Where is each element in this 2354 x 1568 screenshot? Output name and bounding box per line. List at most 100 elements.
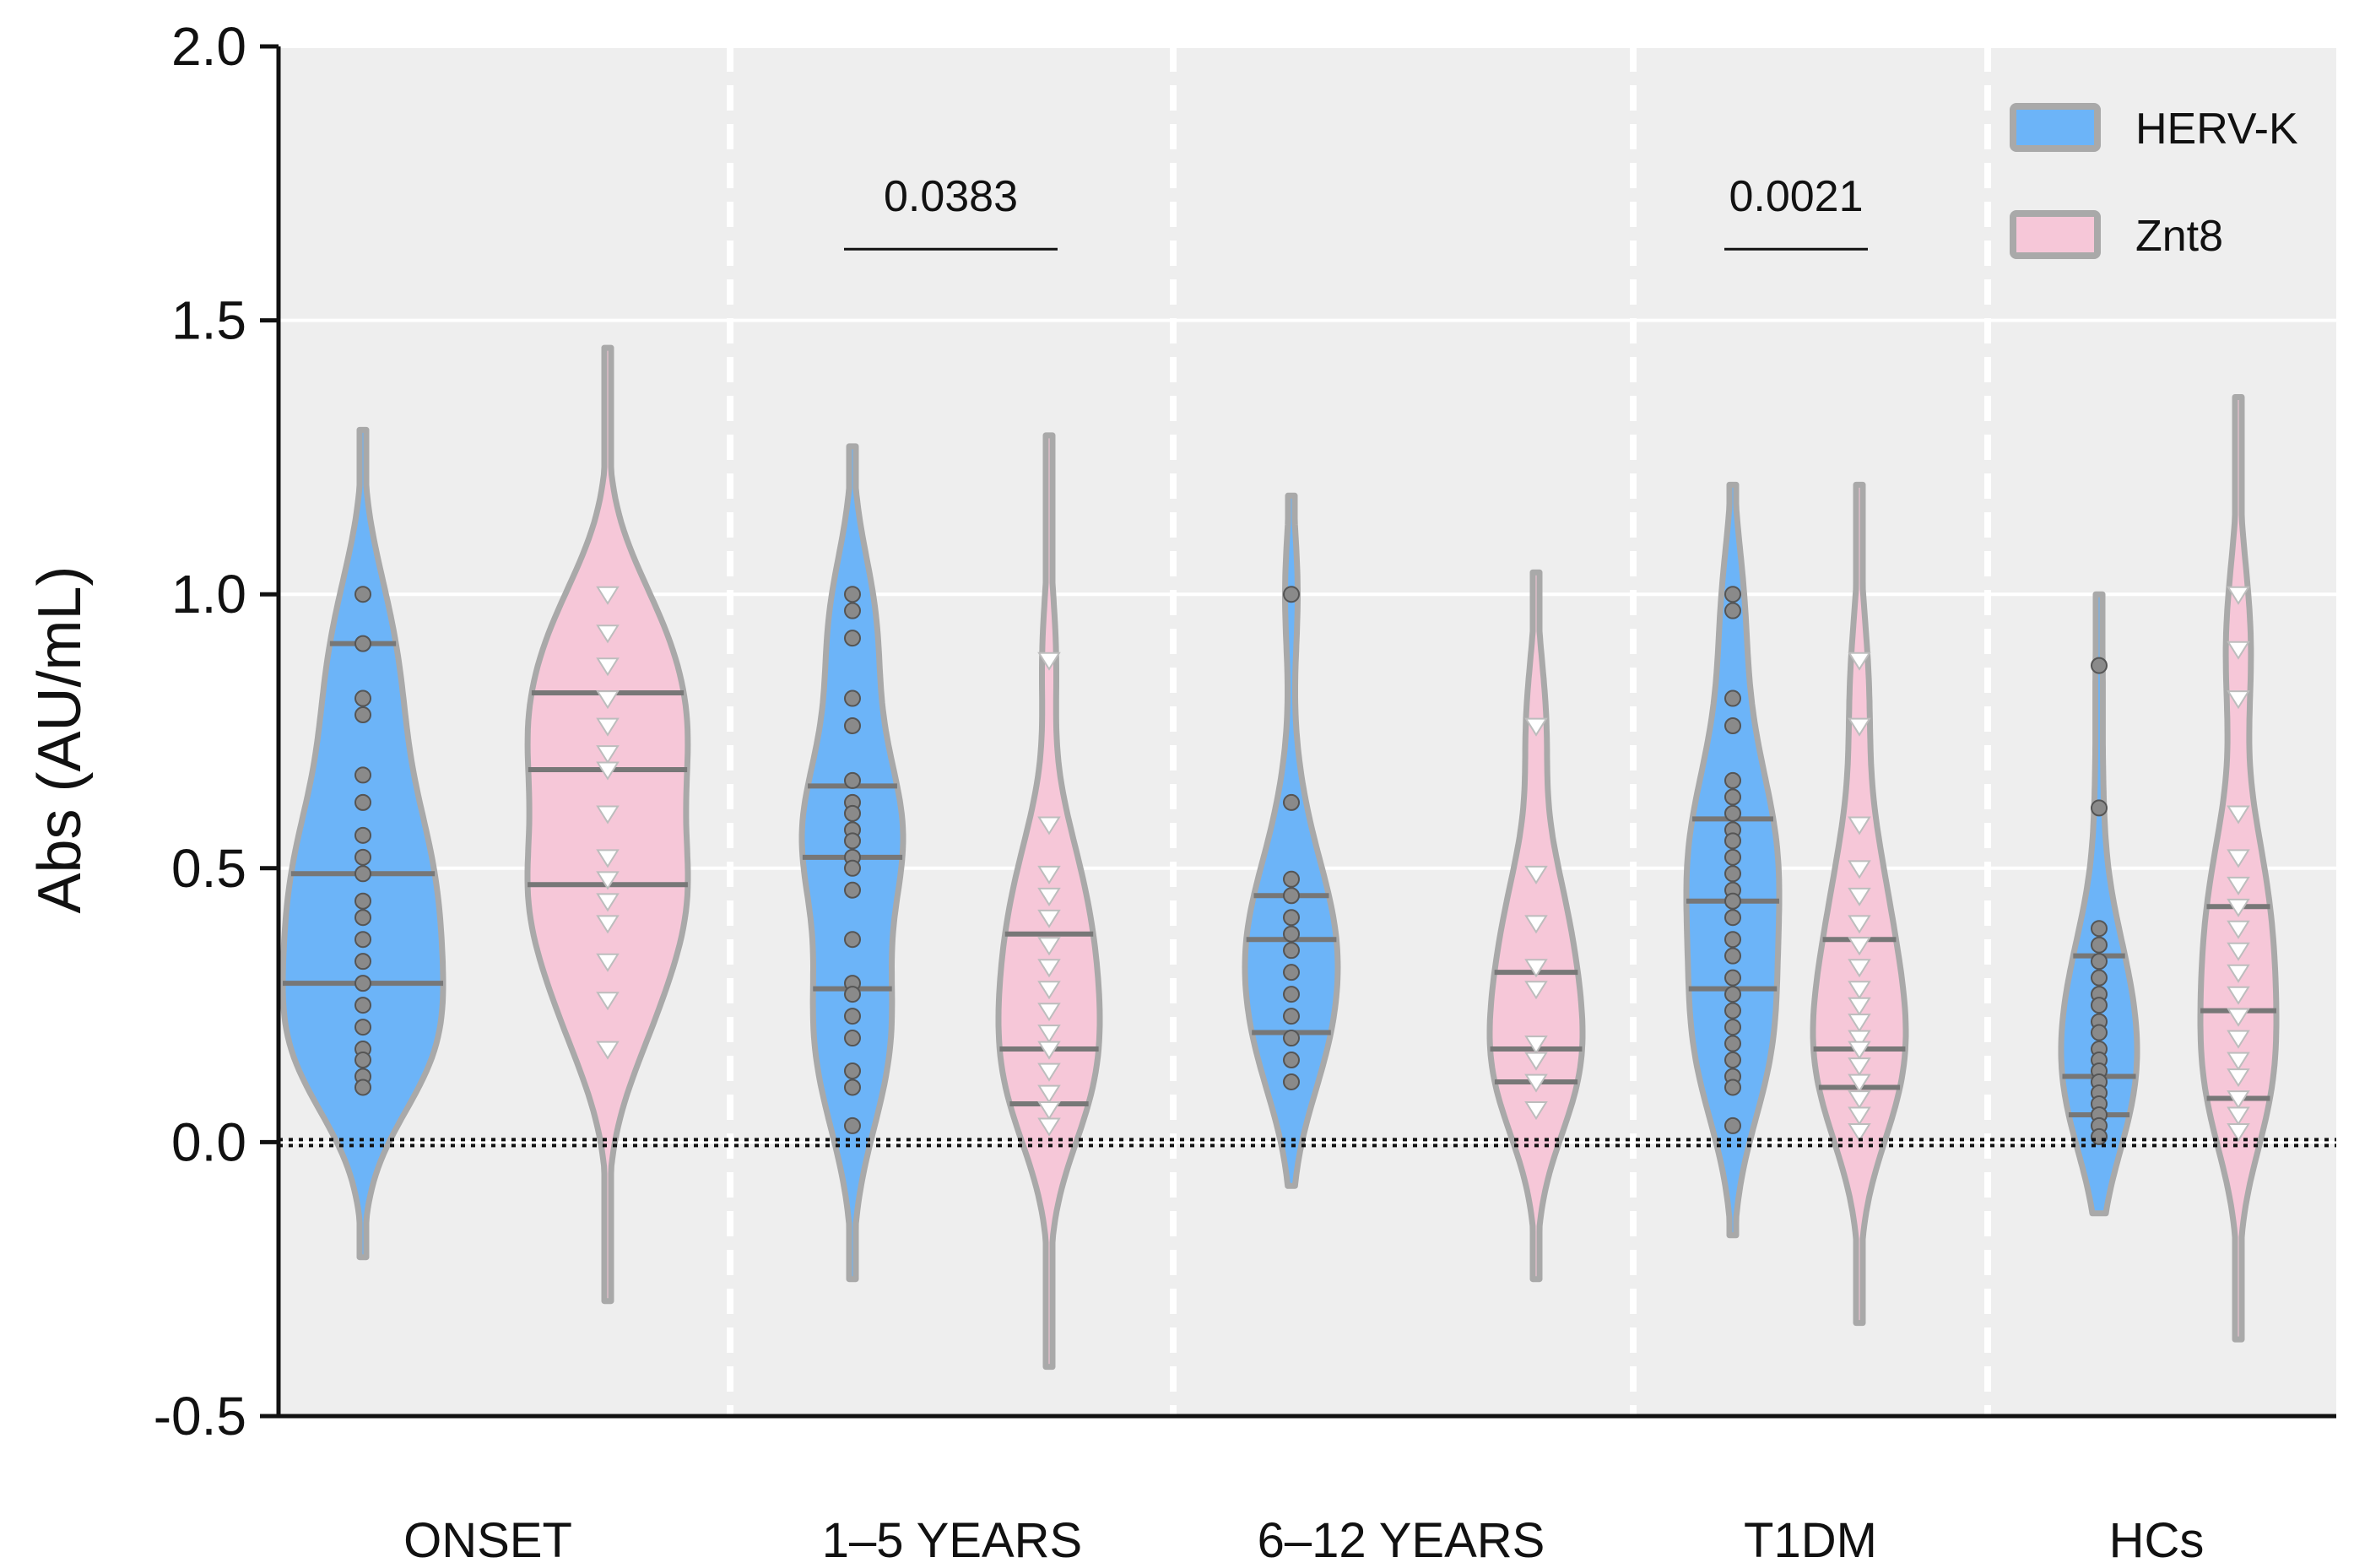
violin-herv-k-3 [1683,481,1783,1239]
data-point [1724,969,1741,987]
data-point [1283,925,1300,943]
data-point [1524,959,1548,978]
data-point [1848,652,1871,671]
data-point [1848,1030,1871,1049]
data-point [596,657,620,677]
violin-herv-k-0 [279,426,446,1261]
data-point [1037,1101,1061,1121]
data-point [1848,1014,1871,1033]
data-point [2227,1123,2250,1143]
data-point [1848,816,1871,835]
data-point [354,1079,371,1096]
data-point [1037,1025,1061,1044]
data-point [2227,805,2250,825]
data-point [844,1117,861,1134]
legend: HERV-K Znt8 [2010,103,2298,261]
data-point [2227,964,2250,983]
y-tick-label: 1.0 [171,564,246,624]
violin-body [1242,492,1341,1189]
data-point [354,975,371,992]
data-point [1283,1008,1300,1025]
data-point [1037,981,1061,1000]
data-point [1524,981,1548,1000]
data-point [1724,832,1741,850]
data-point [1724,602,1741,619]
data-point [2227,1106,2250,1126]
data-point [1724,788,1741,806]
data-point [1848,1106,1871,1126]
violin-znt8-4 [2197,394,2280,1343]
data-point [1724,892,1741,910]
data-point [596,915,620,934]
data-point [1037,887,1061,906]
data-point [844,931,861,949]
data-point [596,745,620,765]
data-point [1524,717,1548,737]
data-point [596,690,620,710]
legend-swatch-znt8 [2010,210,2101,259]
data-point [1724,865,1741,883]
violin-herv-k-4 [2058,591,2140,1217]
data-point [1524,915,1548,934]
data-point [1848,1090,1871,1110]
data-point [1524,1052,1548,1071]
axes: -0.5 0.0 0.5 1.0 1.5 2.0 Abs (AU/mL) ONSET 1–5 Y… [26,16,2336,1568]
x-category-label: HCs [2109,1513,2205,1568]
data-point [354,1019,371,1036]
data-point [354,766,371,784]
data-point [2091,997,2108,1014]
data-point [1724,586,1741,603]
data-point [1848,887,1871,906]
data-point [1283,964,1300,981]
data-point [1724,771,1741,789]
data-point [2227,586,2250,605]
data-point [354,826,371,844]
data-point [1724,909,1741,927]
data-point [354,1052,371,1069]
data-point [844,630,861,647]
data-point [2091,969,2108,987]
data-point [844,771,861,789]
data-point [844,1079,861,1096]
data-point [596,624,620,644]
y-tick-label: 1.5 [171,290,246,351]
data-point [1724,689,1741,707]
data-point [1848,997,1871,1016]
data-point [2227,1052,2250,1071]
data-point [596,717,620,737]
data-point [1724,1035,1741,1052]
data-point [1283,870,1300,888]
x-category-label: 6–12 YEARS [1258,1513,1545,1568]
data-point [1037,1041,1061,1060]
violin-znt8-2 [1486,569,1586,1283]
data-point [1848,717,1871,737]
data-point [596,761,620,781]
data-point [1283,1052,1300,1069]
data-point [1524,1073,1548,1093]
significance-annotations: 0.0383 0.0021 [844,172,1868,251]
data-point [1848,1041,1871,1060]
legend-swatch-herv-k [2010,103,2101,152]
data-point [1848,981,1871,1000]
data-point [1283,1073,1300,1090]
data-point [2227,898,2250,917]
data-point [1724,947,1741,965]
data-point [1848,860,1871,879]
data-point [1724,804,1741,822]
data-point [1283,909,1300,927]
data-point [2091,920,2108,938]
data-point [2091,936,2108,954]
zero-reference-line [279,1138,2336,1148]
data-point [1283,1030,1300,1047]
violins [279,344,2280,1371]
violin-herv-k-2 [1242,492,1341,1189]
data-point [596,893,620,912]
data-point [844,586,861,603]
data-point [2227,876,2250,895]
data-point [596,992,620,1011]
data-point [1848,915,1871,934]
data-point [1724,1052,1741,1069]
data-point [844,1008,861,1025]
data-point [1037,652,1061,671]
